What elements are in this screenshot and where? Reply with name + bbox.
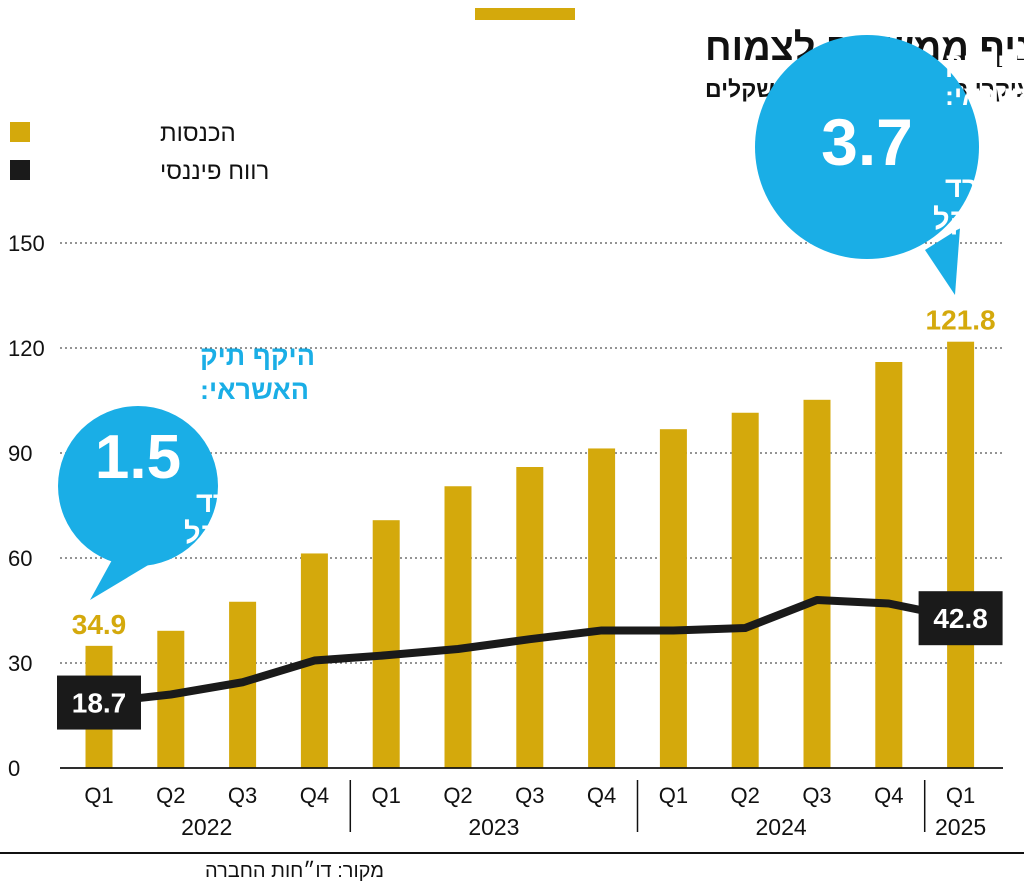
y-tick-label-30: 30 — [8, 651, 32, 676]
source-note: מקור: דו״חות החברה — [205, 860, 384, 882]
annotation-13-heading-line1: היקף תיק — [945, 48, 1024, 78]
title-accent-bar — [475, 8, 575, 20]
x-tick-label-3: Q3 — [228, 783, 257, 808]
x-tick-label-4: Q4 — [300, 783, 329, 808]
x-tick-label-11: Q3 — [802, 783, 831, 808]
annotation-1-unit-line2: שקל — [184, 518, 243, 550]
x-tick-label-5: Q1 — [372, 783, 401, 808]
annotation-13-unit-line2: שקל — [933, 204, 992, 236]
bar-revenue-7 — [516, 467, 544, 768]
legend-label-revenue: הכנסות — [160, 120, 236, 147]
legend-swatch-profit — [10, 160, 30, 180]
x-tick-label-10: Q2 — [731, 783, 760, 808]
y-tick-label-150: 150 — [8, 231, 45, 256]
y-tick-label-90: 90 — [8, 441, 32, 466]
y-tick-label-60: 60 — [8, 546, 32, 571]
annotation-1-tail — [90, 558, 160, 600]
data-label-box-profit-1 — [57, 675, 141, 730]
annotation-1-heading-line2: האשראי: — [200, 375, 309, 405]
data-label-profit-13: 42.8 — [933, 603, 988, 634]
y-tick-label-120: 120 — [8, 336, 45, 361]
bar-revenue-8 — [588, 448, 616, 768]
bar-revenue-13 — [947, 341, 975, 768]
x-tick-label-7: Q3 — [515, 783, 544, 808]
legend-label-profit: רווח פיננסי — [160, 158, 269, 185]
x-tick-label-8: Q4 — [587, 783, 616, 808]
bar-revenue-6 — [444, 486, 472, 768]
annotation-13-unit-line1: מיליארד — [945, 172, 1024, 204]
data-label-revenue-1: 34.9 — [72, 609, 127, 640]
data-label-profit-1: 18.7 — [72, 688, 127, 719]
y-tick-label-0: 0 — [8, 756, 20, 781]
annotation-13-value: 3.7 — [821, 105, 913, 179]
bar-revenue-9 — [659, 429, 687, 768]
annotation-13-heading-line2: האשראי: — [945, 81, 1024, 111]
year-label-2025: 2025 — [935, 814, 986, 840]
bar-revenue-12 — [875, 362, 903, 768]
annotation-1-bubble — [58, 406, 218, 566]
x-tick-label-13: Q1 — [946, 783, 975, 808]
x-tick-label-9: Q1 — [659, 783, 688, 808]
annotation-1-heading-line1: היקף תיק — [200, 341, 315, 371]
bar-revenue-5 — [372, 520, 400, 768]
year-label-2024: 2024 — [756, 814, 807, 840]
annotation-1-unit-line1: מיליארד — [196, 487, 305, 519]
annotation-1-value: 1.5 — [95, 423, 181, 492]
year-label-2023: 2023 — [468, 814, 519, 840]
year-label-2022: 2022 — [181, 814, 232, 840]
legend-swatch-revenue — [10, 122, 30, 142]
x-tick-label-6: Q2 — [443, 783, 472, 808]
data-label-revenue-13: 121.8 — [926, 305, 996, 336]
x-tick-label-2: Q2 — [156, 783, 185, 808]
bar-revenue-10 — [731, 412, 759, 768]
data-label-box-profit-13 — [918, 591, 1003, 646]
bar-revenue-11 — [803, 399, 831, 768]
annotation-13-tail — [925, 228, 960, 295]
annotation-13-bubble — [755, 35, 979, 259]
x-tick-label-12: Q4 — [874, 783, 903, 808]
x-tick-label-1: Q1 — [84, 783, 113, 808]
